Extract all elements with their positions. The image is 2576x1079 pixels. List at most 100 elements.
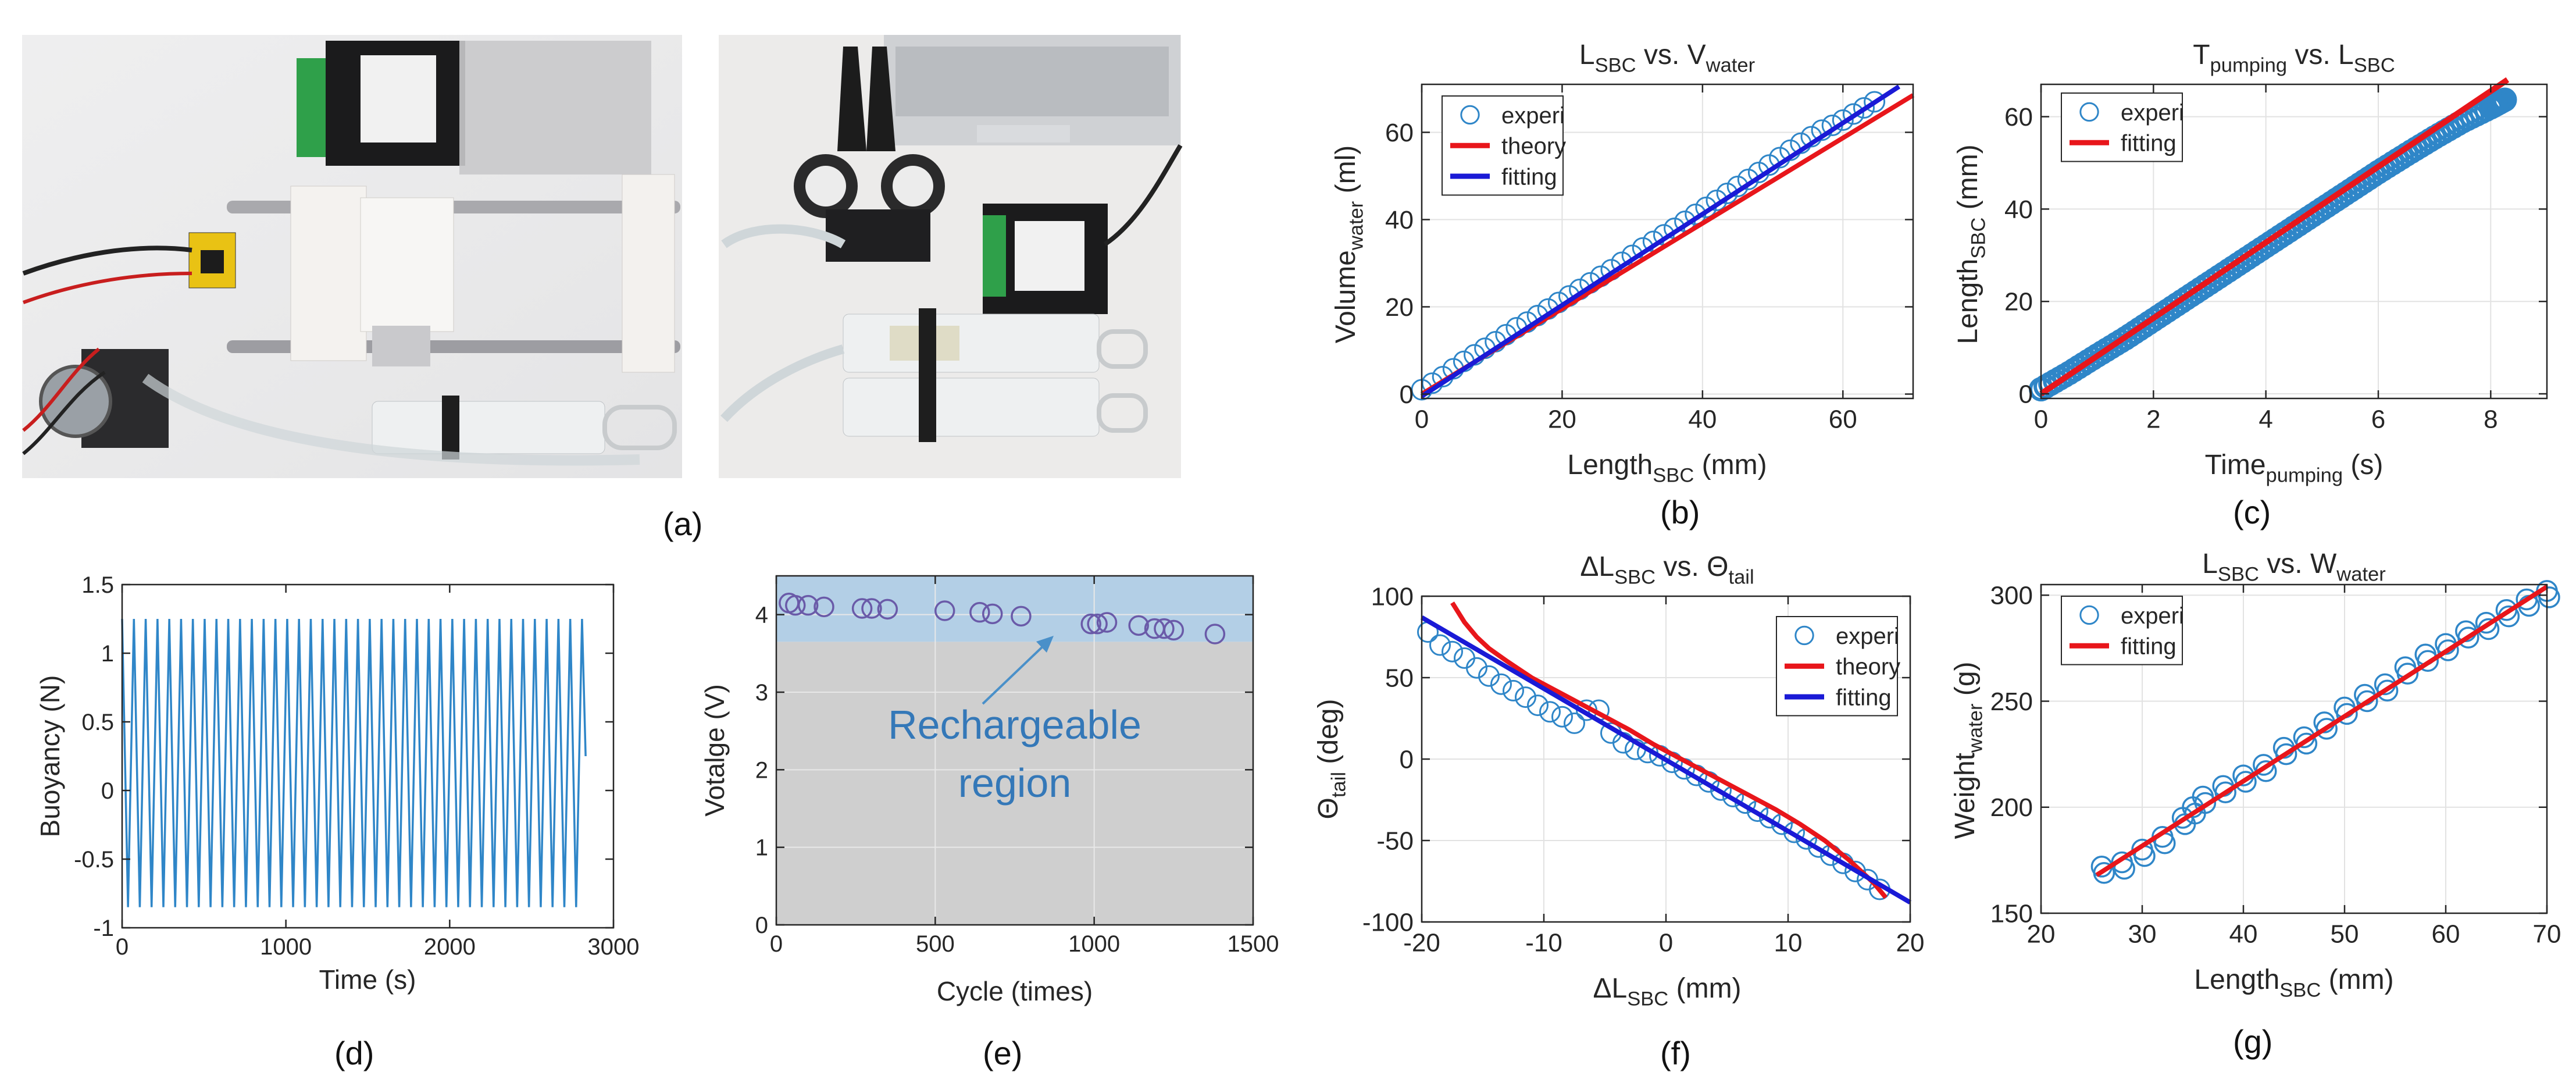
y-tick-label: -1	[93, 916, 114, 941]
subscript: SBC	[1653, 464, 1694, 486]
data-point	[969, 601, 990, 623]
x-tick-label: 0	[1415, 405, 1429, 434]
x-tick-label: 1000	[260, 934, 312, 960]
legend-label-theory: theory	[1836, 654, 1900, 680]
subscript: SBC	[1595, 54, 1636, 76]
legend-label-fitting: fitting	[1836, 685, 1892, 710]
y-axis-label: Buoyancy (N)	[35, 675, 65, 838]
label-part: L	[2202, 549, 2218, 579]
photo-left	[22, 35, 682, 478]
label-part: vs. L	[2287, 40, 2354, 70]
panel-label-e: (e)	[983, 1035, 1022, 1071]
x-tick-label: 70	[2533, 920, 2561, 949]
x-axis-label: LengthSBC (mm)	[1567, 450, 1767, 486]
data-point	[1011, 606, 1032, 627]
x-tick-label: 1500	[1228, 931, 1279, 957]
legend-label-experi: experi	[2121, 603, 2184, 629]
legend-box	[2061, 92, 2183, 162]
chart-title: Tpumping vs. LSBC	[2193, 40, 2395, 76]
label-part: Length	[2194, 964, 2279, 995]
legend-label-fitting: fitting	[2121, 131, 2177, 156]
label-part: Weight	[1950, 753, 1981, 839]
data-point	[1490, 673, 1512, 695]
panel-label-a: (a)	[663, 505, 702, 542]
data-point	[2437, 639, 2459, 661]
data-point	[2492, 87, 2517, 112]
data-point	[1429, 634, 1451, 656]
data-point	[1163, 619, 1184, 641]
y-tick-label: 2	[755, 757, 768, 783]
axes-frame	[2040, 583, 2548, 914]
chart-title: ΔLSBC vs. Θtail	[1580, 551, 1754, 588]
legend-marker	[1460, 105, 1480, 125]
data-point	[1080, 613, 1101, 635]
subscript: tail	[1328, 772, 1350, 797]
data-point	[797, 594, 819, 616]
y-tick-label: 1	[755, 835, 768, 861]
x-tick-label: 50	[2331, 920, 2359, 949]
non-rechargeable-region	[776, 642, 1253, 925]
panel-label-f: (f)	[1660, 1035, 1691, 1071]
series-line-fitting	[2095, 585, 2549, 877]
label-part: Θ	[1313, 797, 1344, 819]
panel-a-photos: (a)	[22, 35, 1183, 542]
x-tick-label: 20	[1896, 929, 1925, 957]
data-point	[2194, 792, 2217, 814]
y-tick-label: 100	[1371, 582, 1414, 611]
x-tick-label: 1000	[1068, 931, 1120, 957]
chart-title: LSBC vs. Vwater	[1579, 40, 1755, 76]
series-line-fitting	[2039, 77, 2510, 397]
x-tick-label: 8	[2484, 405, 2497, 434]
y-tick-label: 20	[1385, 293, 1414, 322]
data-point	[1466, 657, 1487, 679]
data-point	[1204, 624, 1226, 644]
y-tick-label: 1.5	[81, 572, 114, 598]
data-point	[2336, 703, 2358, 725]
x-axis-label: LengthSBC (mm)	[2194, 964, 2393, 1001]
axes-frame	[1421, 83, 1914, 400]
series-line-buoyancy	[121, 618, 587, 907]
panel-label-d: (d)	[334, 1035, 374, 1071]
subscript: SBC	[1627, 988, 1668, 1010]
data-point	[1551, 706, 1573, 728]
data-point	[1154, 618, 1175, 639]
y-tick-label: -0.5	[74, 847, 114, 873]
data-point	[785, 594, 806, 616]
data-point	[1832, 109, 1854, 131]
label-part: (mm)	[1668, 973, 1741, 1004]
label-part: Length	[1953, 259, 1983, 344]
y-axis-label: Weightwater (g)	[1950, 661, 1986, 839]
axes-frame	[121, 583, 615, 929]
y-tick-label: 0	[1400, 745, 1414, 774]
data-point	[2538, 586, 2560, 608]
data-point	[1515, 686, 1536, 708]
label-part: Time	[2205, 450, 2266, 480]
chart-d: 0 1000 2000 3000 -1 -0.5 0 0.5 1 1.5 Time (s) Buoya…	[35, 572, 639, 995]
data-point	[1864, 91, 1886, 113]
label-part: Volume	[1330, 250, 1361, 343]
data-point	[2457, 626, 2479, 649]
subscript: tail	[1728, 566, 1754, 588]
x-tick-label: 6	[2371, 405, 2385, 434]
data-point	[2396, 663, 2419, 685]
data-point	[1844, 860, 1866, 882]
subscript: water	[1964, 703, 1986, 753]
data-point	[877, 599, 898, 620]
data-point	[1478, 665, 1500, 687]
data-point	[851, 598, 873, 619]
chart-title: LSBC vs. Wwater	[2202, 549, 2386, 585]
label-part: (mm)	[1694, 450, 1767, 480]
data-point	[2315, 718, 2338, 740]
x-tick-label: 3000	[588, 934, 640, 960]
x-axis-label: Cycle (times)	[937, 976, 1093, 1006]
x-axis-label: Timepumping (s)	[2205, 450, 2384, 486]
photo-right	[719, 35, 1183, 478]
y-tick-label: 60	[1385, 119, 1414, 147]
y-tick-label: -50	[1376, 827, 1414, 855]
panel-label-c: (c)	[2233, 494, 2271, 530]
data-point	[2295, 732, 2318, 755]
y-tick-label: 150	[1990, 899, 2033, 928]
x-tick-label: 20	[1548, 405, 1576, 434]
